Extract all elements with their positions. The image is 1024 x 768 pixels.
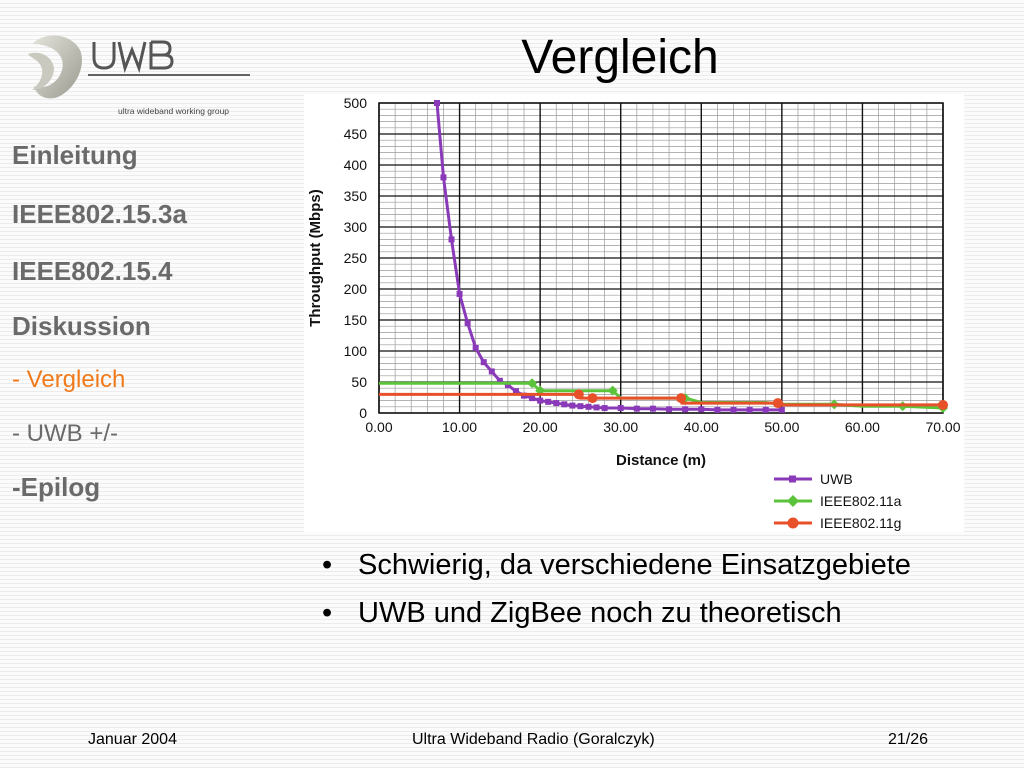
series-marker-0 <box>529 395 536 402</box>
series-marker-2 <box>772 398 783 409</box>
series-marker-0 <box>569 402 576 409</box>
x-tick-label: 20.00 <box>523 419 558 435</box>
series-marker-0 <box>601 405 608 412</box>
series-marker-2 <box>587 393 598 404</box>
bullet-list: • Schwierig, da verschiedene Einsatzgebi… <box>322 545 962 641</box>
series-marker-0 <box>577 403 584 410</box>
y-axis-label: Throughput (Mbps) <box>307 189 324 326</box>
legend-marker <box>787 517 799 529</box>
series-marker-0 <box>434 100 441 106</box>
series-marker-0 <box>496 377 503 384</box>
series-marker-0 <box>682 406 689 413</box>
series-marker-0 <box>633 405 640 412</box>
series-marker-0 <box>537 397 544 404</box>
bullet-text: Schwierig, da verschiedene Einsatzgebiet… <box>358 549 911 581</box>
series-marker-0 <box>448 236 455 243</box>
logo-subtitle: ultra wideband working group <box>118 106 230 116</box>
series-marker-0 <box>504 382 511 389</box>
series-marker-0 <box>730 406 737 413</box>
series-marker-1 <box>607 385 618 396</box>
series-marker-0 <box>440 174 447 181</box>
nav-item-vergleich[interactable]: - Vergleich <box>12 366 126 393</box>
y-tick-label: 400 <box>344 157 368 173</box>
bullet-glyph: • <box>322 597 333 629</box>
x-tick-label: 50.00 <box>764 419 799 435</box>
x-tick-label: 0.00 <box>365 419 392 435</box>
series-marker-0 <box>617 405 624 412</box>
series-marker-0 <box>480 359 487 366</box>
nav-item-ieee802-15-3a[interactable]: IEEE802.15.3a <box>12 199 187 229</box>
legend-label: IEEE802.11a <box>820 493 902 509</box>
series-marker-0 <box>545 398 552 405</box>
legend-label: IEEE802.11g <box>820 515 901 531</box>
series-marker-0 <box>746 406 753 413</box>
series-marker-0 <box>649 405 656 412</box>
series-marker-0 <box>762 406 769 413</box>
series-marker-2 <box>676 393 687 404</box>
bullet-item: • UWB und ZigBee noch zu theoretisch <box>322 593 962 633</box>
footer-page-number: 21/26 <box>888 731 929 748</box>
y-tick-label: 200 <box>344 281 368 297</box>
nav-item-epilog[interactable]: -Epilog <box>12 472 101 502</box>
y-tick-label: 250 <box>344 250 368 266</box>
series-marker-0 <box>698 406 705 413</box>
throughput-chart: 0.00 10.00 20.00 30.00 40.00 50.00 60.00 70.00 0… <box>307 95 961 531</box>
legend-label: UWB <box>820 471 853 487</box>
x-tick-label: 30.00 <box>603 419 638 435</box>
plot-frame <box>378 102 944 414</box>
footer-title: Ultra Wideband Radio (Goralczyk) <box>412 731 655 748</box>
series-marker-0 <box>512 388 519 395</box>
x-tick-label: 10.00 <box>442 419 477 435</box>
series-marker-1 <box>527 378 538 389</box>
series-marker-0 <box>593 404 600 411</box>
y-tick-label: 500 <box>344 95 368 111</box>
nav-item-diskussion[interactable]: Diskussion <box>12 311 151 341</box>
y-tick-label: 150 <box>344 312 368 328</box>
logo-mark-icon <box>28 35 250 99</box>
series-marker-0 <box>456 290 463 297</box>
y-tick-label: 50 <box>351 374 367 390</box>
x-tick-label: 40.00 <box>684 419 719 435</box>
series-marker-2 <box>573 389 584 400</box>
x-axis-label: Distance (m) <box>616 452 706 469</box>
nav-item-ieee802-15-4[interactable]: IEEE802.15.4 <box>12 256 173 286</box>
bullet-item: • Schwierig, da verschiedene Einsatzgebi… <box>322 545 962 585</box>
bullet-glyph: • <box>322 549 333 581</box>
series-marker-0 <box>666 406 673 413</box>
series-marker-0 <box>488 368 495 375</box>
nav-item-uwb-pros-cons[interactable]: - UWB +/- <box>12 420 118 447</box>
series-marker-0 <box>561 401 568 408</box>
nav-item-einleitung[interactable]: Einleitung <box>12 140 138 170</box>
y-tick-label: 0 <box>359 405 367 421</box>
y-tick-label: 300 <box>344 219 368 235</box>
series-marker-0 <box>472 344 479 351</box>
series-marker-0 <box>585 403 592 410</box>
series-marker-0 <box>464 320 471 327</box>
y-tick-label: 100 <box>344 343 368 359</box>
x-tick-label: 70.00 <box>925 419 960 435</box>
y-tick-label: 350 <box>344 188 368 204</box>
bullet-text: UWB und ZigBee noch zu theoretisch <box>358 597 842 629</box>
uwb-logo: ultra wideband working group <box>24 30 254 116</box>
throughput-chart-panel: 0.00 10.00 20.00 30.00 40.00 50.00 60.00 70.00 0… <box>304 94 964 532</box>
series-marker-0 <box>553 400 560 407</box>
y-tick-label: 450 <box>344 126 368 142</box>
legend-marker <box>787 495 799 507</box>
footer-date: Januar 2004 <box>88 731 177 748</box>
legend-marker <box>789 475 796 483</box>
series-marker-0 <box>778 406 785 413</box>
x-tick-label: 60.00 <box>845 419 880 435</box>
slide-title: Vergleich <box>521 31 719 84</box>
series-marker-2 <box>938 399 948 410</box>
series-marker-0 <box>714 406 721 413</box>
